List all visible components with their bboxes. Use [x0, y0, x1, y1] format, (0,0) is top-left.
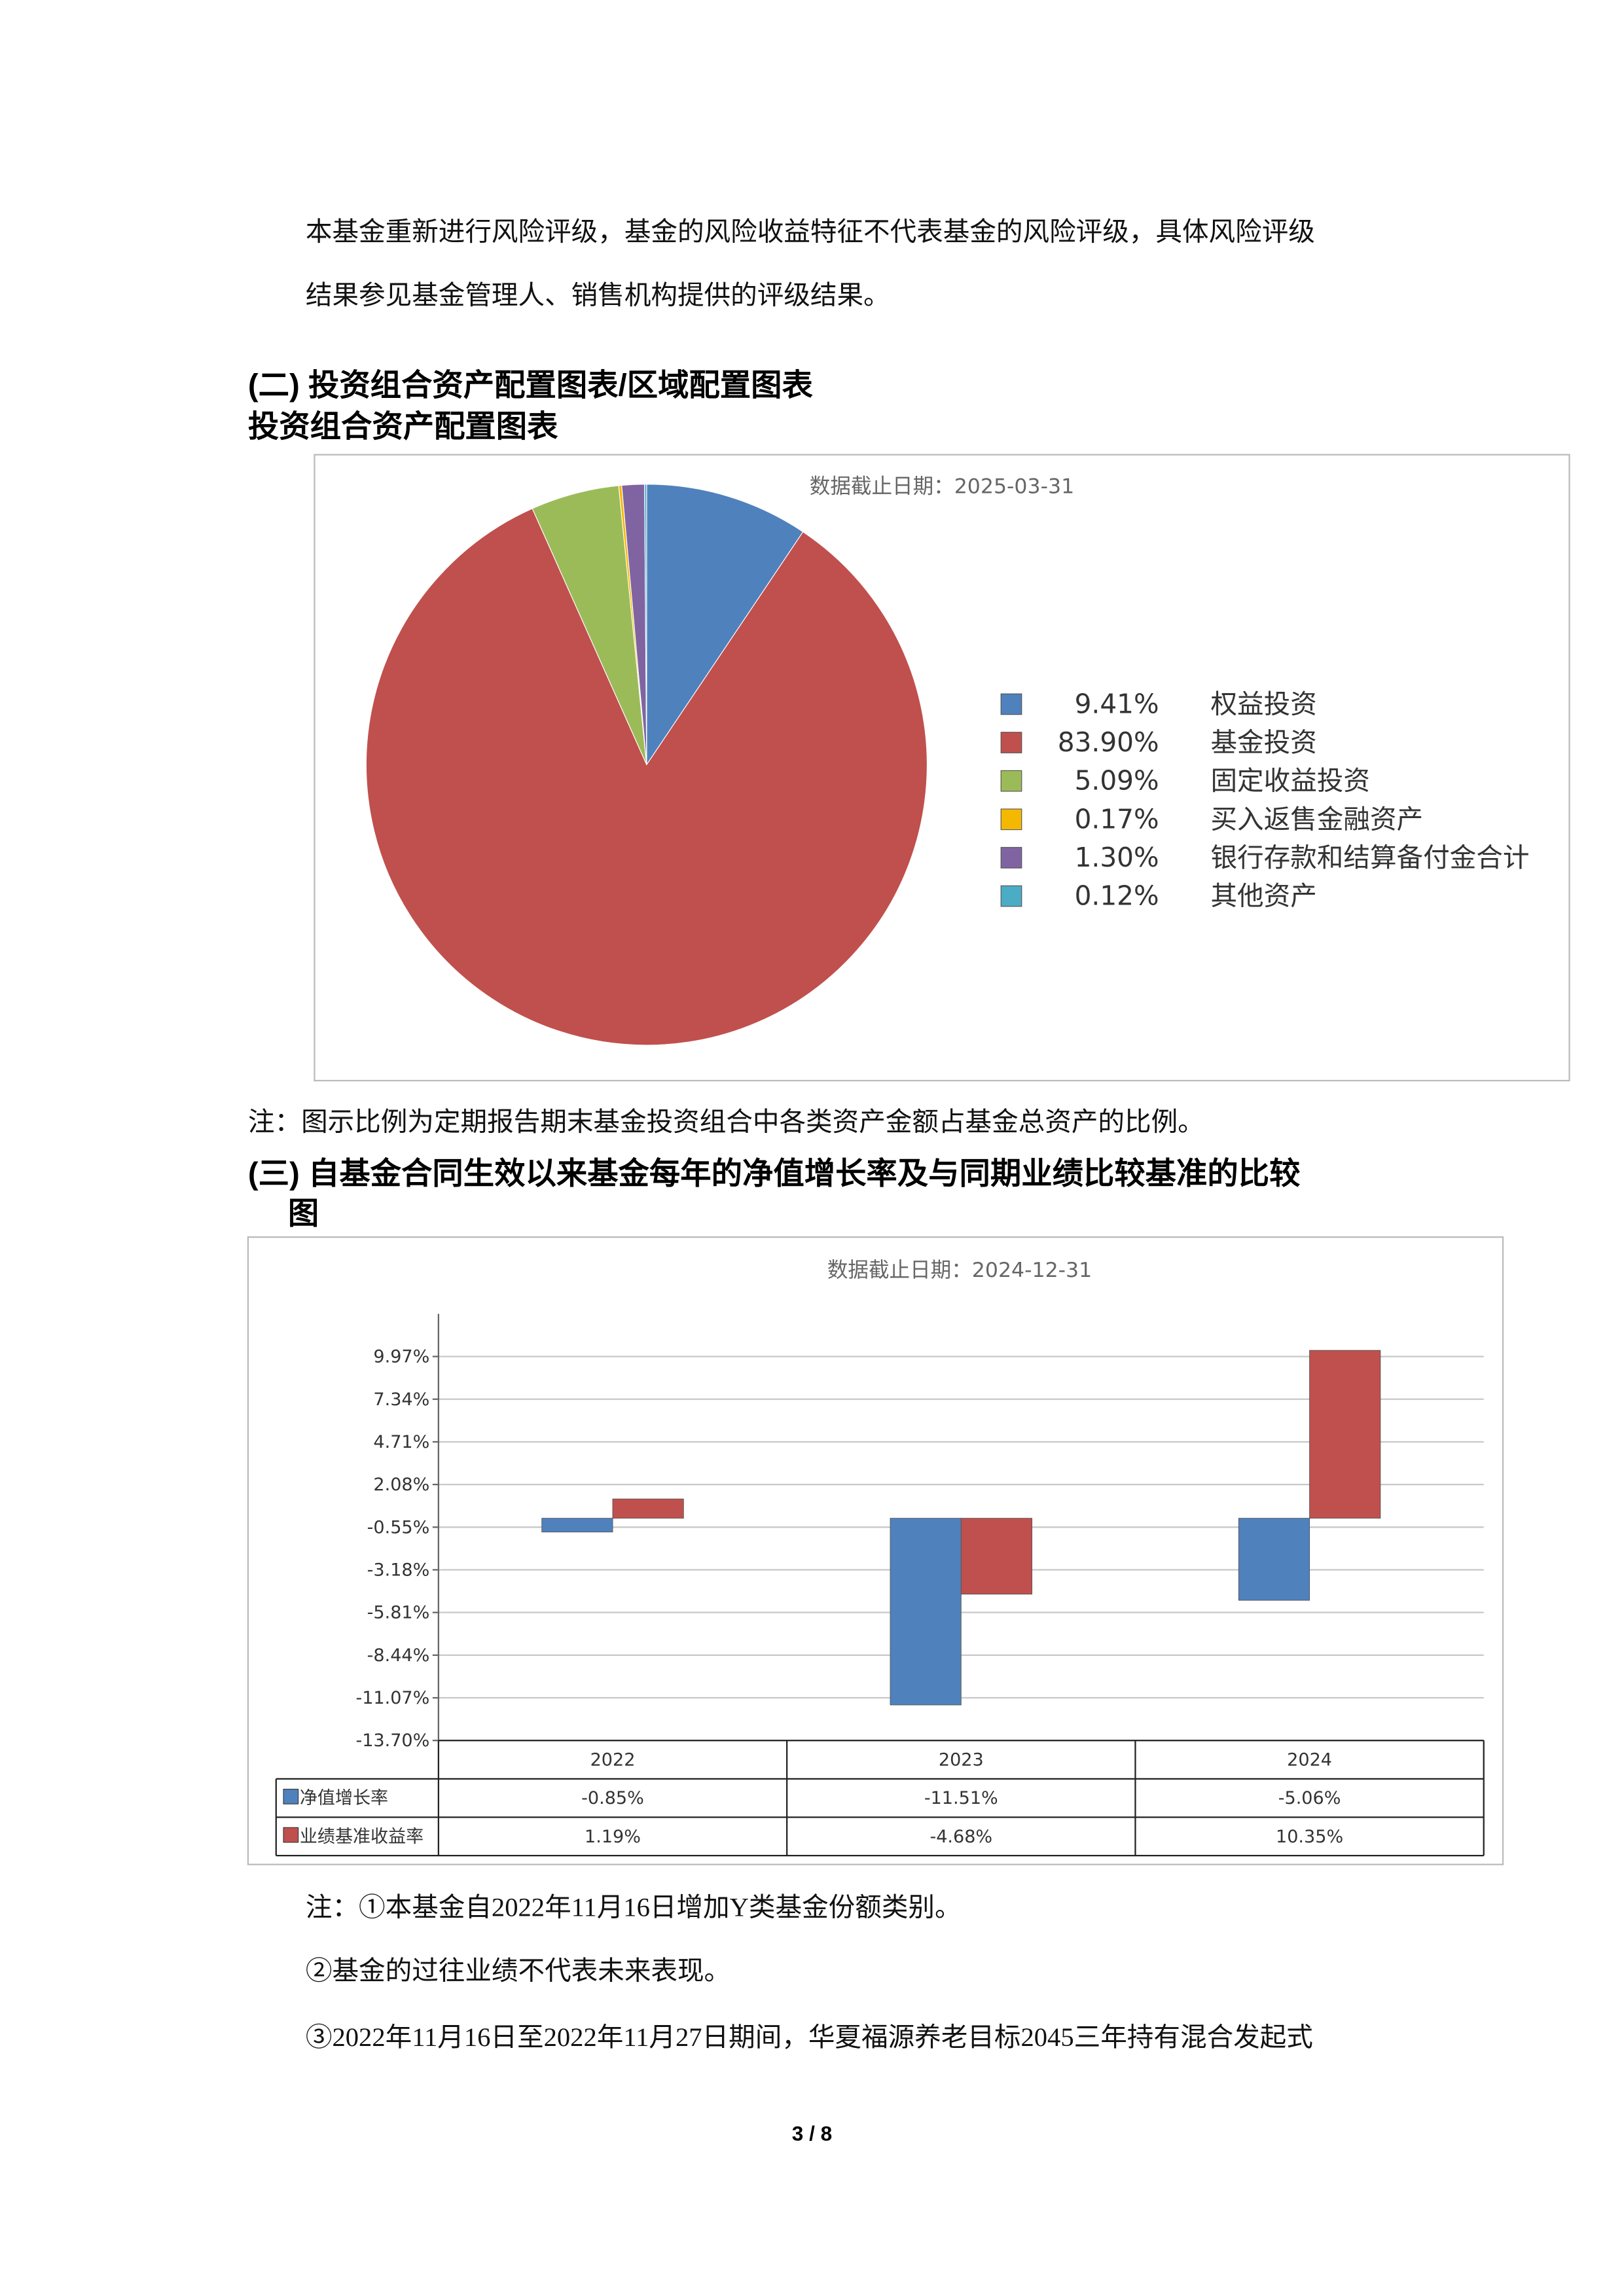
heading: 图 — [288, 1196, 319, 1231]
pie-slice — [365, 508, 928, 1046]
legend-label: 其他资产 — [1210, 880, 1316, 912]
bar — [541, 1518, 613, 1533]
legend-label: 净值增长率 — [300, 1788, 388, 1808]
heading: (三) 自基金合同生效以来基金每年的净值增长率及与同期业绩比较基准的比较 — [248, 1157, 1301, 1191]
legend-swatch — [1000, 808, 1022, 831]
note: ③2022年11月16日至2022年11月27日期间，华夏福源养老目标2045三… — [306, 2022, 1313, 2052]
charts: 数据截止日期：2025-03-31 9.41% 权益投资 83.90% 基金投资 5.09… — [275, 475, 1529, 1857]
legend-value: 0.17% — [1075, 803, 1159, 834]
note: 注：图示比例为定期报告期末基金投资组合中各类资产金额占基金总资产的比例。 — [248, 1107, 1204, 1137]
data-label: -11.51% — [924, 1788, 998, 1808]
data-label: -0.85% — [581, 1788, 644, 1808]
y-tick-label: -3.18% — [367, 1560, 430, 1581]
legend-label: 买入返售金融资产 — [1210, 803, 1423, 834]
x-tick-label: 2022 — [590, 1750, 636, 1770]
legend-swatch — [1000, 770, 1022, 792]
paragraph: 结果参见基金管理人、销售机构提供的评级结果。 — [306, 281, 890, 310]
pie-slice — [646, 484, 804, 766]
legend-value: 5.09% — [1075, 765, 1159, 797]
heading: (二) 投资组合资产配置图表/区域配置图表 — [248, 368, 814, 403]
bar — [612, 1498, 684, 1519]
legend-swatch — [283, 1827, 299, 1843]
bar — [1309, 1350, 1381, 1519]
y-tick-label: 9.97% — [373, 1347, 429, 1367]
legend-swatch — [1000, 885, 1022, 907]
y-tick-label: -8.44% — [367, 1645, 430, 1666]
chart-subtitle: 数据截止日期：2025-03-31 — [810, 475, 1074, 498]
legend-swatch — [1000, 732, 1022, 753]
y-tick-label: -5.81% — [367, 1603, 430, 1623]
bar — [1238, 1518, 1310, 1601]
data-label: -4.68% — [929, 1827, 992, 1847]
bar-frame — [247, 1236, 1504, 1865]
legend-label: 业绩基准收益率 — [300, 1827, 424, 1847]
legend-value: 9.41% — [1075, 688, 1159, 719]
note: 注：①本基金自2022年11月16日增加Y类基金份额类别。 — [306, 1893, 962, 1922]
x-tick-label: 2024 — [1287, 1750, 1332, 1770]
legend-swatch — [283, 1789, 299, 1804]
legend-label: 基金投资 — [1210, 726, 1316, 758]
y-tick-label: -11.07% — [355, 1688, 429, 1708]
legend-label: 银行存款和结算备付金合计 — [1210, 842, 1529, 873]
y-tick-label: 7.34% — [373, 1390, 429, 1410]
legend-label: 固定收益投资 — [1210, 765, 1369, 797]
chart-subtitle: 数据截止日期：2024-12-31 — [827, 1259, 1092, 1282]
data-label: 10.35% — [1276, 1827, 1343, 1847]
x-tick-label: 2023 — [939, 1750, 984, 1770]
y-tick-label: -13.70% — [355, 1731, 429, 1751]
bar — [890, 1518, 962, 1706]
paragraph: 本基金重新进行风险评级，基金的风险收益特征不代表基金的风险评级，具体风险评级 — [306, 217, 1315, 247]
legend-swatch — [1000, 693, 1022, 715]
y-tick-label: -0.55% — [367, 1517, 430, 1537]
data-label: 1.19% — [585, 1827, 641, 1847]
note: ②基金的过往业绩不代表未来表现。 — [306, 1956, 731, 1986]
data-label: -5.06% — [1278, 1788, 1341, 1808]
legend-label: 权益投资 — [1210, 688, 1316, 719]
y-tick-label: 4.71% — [373, 1432, 429, 1452]
page-number: 3 / 8 — [792, 2121, 832, 2145]
legend-value: 0.12% — [1075, 880, 1159, 912]
bar — [960, 1518, 1033, 1595]
legend-swatch — [1000, 847, 1022, 869]
subheading: 投资组合资产配置图表 — [248, 410, 558, 444]
legend-value: 83.90% — [1058, 726, 1159, 758]
pie-slice — [644, 484, 647, 765]
y-tick-label: 2.08% — [373, 1475, 429, 1495]
legend-value: 1.30% — [1075, 842, 1159, 873]
